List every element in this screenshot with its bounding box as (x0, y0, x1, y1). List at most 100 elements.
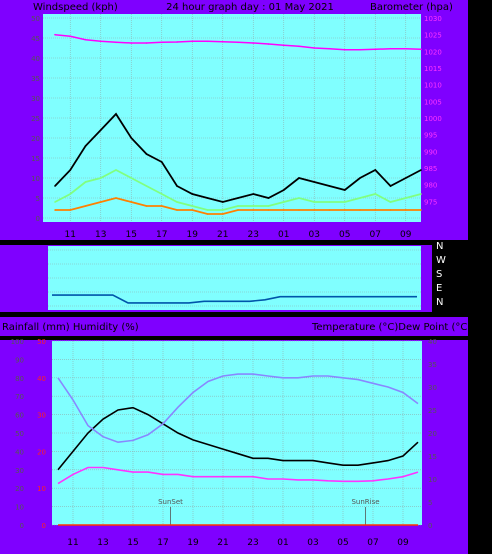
gust-series-point (221, 201, 224, 203)
average-series-point (404, 197, 407, 199)
barometer-y-tick: 1030 (424, 15, 442, 23)
low-series-point (374, 209, 377, 211)
low-series-point (191, 209, 194, 211)
wind-y-tick: 35 (31, 75, 40, 83)
barometer-y-tick: 985 (424, 165, 437, 173)
average-series-point (252, 205, 255, 207)
temperature-y-tick: 10 (428, 476, 437, 484)
temp-x-tick: 09 (397, 538, 409, 548)
wind-x-tick: 13 (95, 230, 106, 240)
average-series-point (221, 209, 224, 211)
rainfall-y-tick: 30 (37, 412, 46, 420)
average-series-point (343, 201, 346, 203)
humidity-series-line (57, 373, 419, 444)
temperature-series-line (57, 406, 419, 471)
separator-1 (0, 240, 492, 245)
low-series-point (145, 205, 148, 207)
annotation-sunrise: SunRise (351, 498, 379, 506)
average-series-point (359, 197, 361, 199)
barometer-series-point (160, 41, 163, 44)
gust-series-point (252, 193, 255, 195)
rain-humidity-axis-title: Rainfall (mm) Humidity (%) (2, 322, 139, 333)
low-series-point (99, 201, 102, 203)
rainfall-y-tick: 50 (37, 338, 46, 346)
low-series-point (420, 209, 422, 211)
average-series-point (420, 193, 422, 195)
wind-y-tick: 15 (31, 155, 40, 163)
low-series-point (176, 209, 178, 211)
gust-series-point (69, 169, 72, 171)
direction-tick-w: W (436, 255, 446, 266)
barometer-series-point (298, 45, 300, 48)
low-series-point (237, 209, 239, 211)
temp-x-tick: 19 (187, 538, 199, 548)
rainfall-y-tick: 20 (37, 448, 46, 456)
wind-x-tick: 21 (217, 230, 228, 240)
wind-x-tick: 17 (156, 230, 167, 240)
gust-series-point (359, 177, 361, 179)
temp-x-tick: 13 (97, 538, 108, 548)
wind-y-tick: 30 (31, 95, 40, 103)
gust-series-point (145, 153, 148, 155)
barometer-series-point (69, 35, 72, 38)
low-series-point (54, 209, 56, 211)
wind-x-tick: 11 (65, 230, 76, 240)
temp-x-tick: 01 (277, 538, 288, 548)
temperature-y-tick: 5 (428, 499, 432, 507)
barometer-series-point (54, 33, 56, 36)
gust-series-point (176, 185, 178, 187)
humidity-y-tick: 10 (15, 504, 24, 512)
average-series-point (298, 197, 300, 199)
low-series-point (206, 213, 209, 215)
barometer-series-point (389, 47, 392, 50)
average-series-point (206, 209, 209, 211)
right-black-strip-2 (468, 0, 492, 554)
average-series-point (115, 169, 117, 171)
barometer-y-tick: 1010 (424, 82, 442, 90)
humidity-y-tick: 50 (15, 430, 24, 438)
barometer-series-point (267, 43, 270, 45)
annotation-sunset: SunSet (158, 498, 183, 506)
barometer-series-point (237, 41, 239, 44)
temperature-chart: 0102030405060708090100010203040500510152… (11, 338, 437, 548)
low-series-point (282, 209, 285, 211)
separator-3 (0, 336, 492, 340)
gust-series-point (374, 169, 377, 171)
gust-series-point (191, 193, 194, 195)
low-series-point (130, 201, 133, 203)
low-series-point (328, 209, 331, 211)
average-series-point (374, 193, 377, 195)
direction-tick-e: E (436, 283, 442, 294)
wind-x-tick: 09 (400, 230, 412, 240)
temperature-axis-title: Temperature (°C)Dew Point (°C) (311, 322, 471, 333)
barometer-series-point (343, 48, 346, 51)
gust-series-point (160, 161, 163, 163)
barometer-series-point (252, 42, 255, 44)
low-series-point (404, 209, 407, 211)
gust-series-point (298, 177, 300, 179)
wind-chart: 0510152025303540455097598098599099510001… (31, 14, 442, 240)
direction-tick-n: N (436, 297, 443, 308)
wind-x-tick: 07 (370, 230, 381, 240)
gust-series-point (328, 185, 331, 187)
low-series-point (313, 209, 316, 211)
direction-series-line (52, 294, 417, 304)
barometer-y-tick: 975 (424, 198, 437, 206)
average-series-point (54, 201, 56, 203)
wind-y-tick: 5 (36, 195, 40, 203)
wind-y-tick: 25 (31, 115, 40, 123)
separator-2 (0, 312, 492, 317)
barometer-y-tick: 1000 (424, 115, 442, 123)
barometer-series-point (420, 48, 422, 51)
average-series-point (84, 181, 87, 183)
low-series-point (115, 197, 117, 199)
temp-x-tick: 15 (127, 538, 138, 548)
direction-tick-s: S (436, 269, 442, 280)
average-series-point (176, 201, 178, 203)
barometer-y-tick: 995 (424, 132, 437, 140)
average-series-point (191, 205, 194, 207)
barometer-series-point (145, 42, 148, 44)
wind-x-tick: 19 (187, 230, 199, 240)
